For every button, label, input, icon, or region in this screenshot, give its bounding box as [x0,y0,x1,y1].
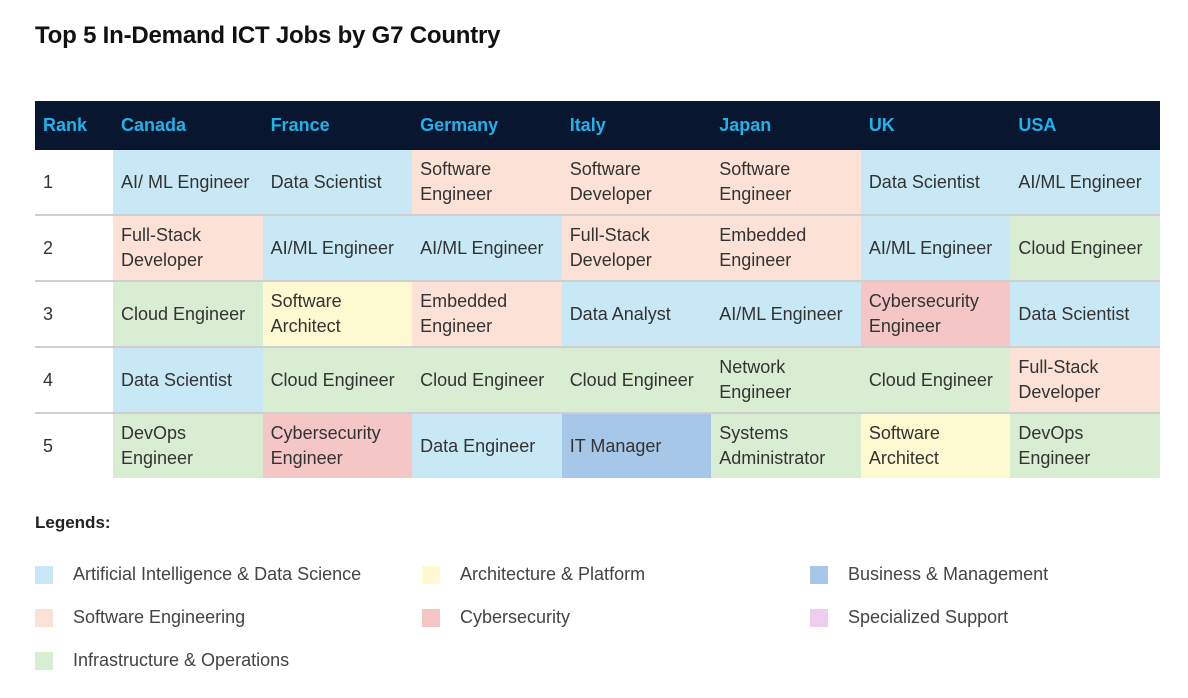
job-cell: Cloud Engineer [412,347,562,414]
legend-title: Legends: [35,513,111,532]
job-cell: IT Manager [561,413,712,478]
legend-swatch-icon [422,565,440,584]
header-rank: Rank [35,101,113,150]
rank-cell: 3 [35,281,113,348]
legend-swatch-icon [810,608,828,627]
header-country: France [262,101,413,150]
header-country: USA [1010,101,1160,150]
header-country: Japan [711,101,861,150]
legend-swatch-icon [35,608,53,627]
table-header-row: Rank Canada France Germany Italy Japan UK USA [35,101,1160,150]
header-country: Italy [561,101,712,150]
table-row: 4 Data Scientist Cloud Engineer Cloud Engin… [35,347,1160,414]
legend-label: Software Engineering [73,607,246,627]
job-cell: Systems Administrator [711,413,861,478]
job-cell: Software Engineer [412,150,562,216]
job-cell: AI/ML Engineer [711,281,861,348]
job-cell: AI/ ML Engineer [113,150,263,216]
header-country: Canada [113,101,263,150]
table-row: 5 DevOps Engineer Cybersecurity Engineer Da… [35,413,1160,478]
job-cell: Cybersecurity Engineer [262,413,413,478]
job-cell: Software Developer [561,150,712,216]
legend-item: Cybersecurity [422,607,570,628]
job-cell: Embedded Engineer [412,281,562,348]
job-cell: Full-Stack Developer [113,215,263,282]
job-cell: Full-Stack Developer [1010,347,1160,414]
job-cell: Software Architect [860,413,1011,478]
legend-swatch-icon [35,651,53,670]
job-cell: Cloud Engineer [860,347,1011,414]
legend-item: Business & Management [810,564,1048,585]
rank-cell: 4 [35,347,113,414]
job-cell: Cloud Engineer [262,347,413,414]
job-cell: Data Engineer [412,413,562,478]
job-cell: Cloud Engineer [561,347,712,414]
legend-swatch-icon [35,565,53,584]
job-cell: Network Engineer [711,347,861,414]
table-row: 2 Full-Stack Developer AI/ML Engineer AI/ML… [35,215,1160,282]
job-cell: AI/ML Engineer [262,215,413,282]
job-cell: DevOps Engineer [1010,413,1160,478]
legend-item: Artificial Intelligence & Data Science [35,564,361,585]
table-row: 1 AI/ ML Engineer Data Scientist Software E… [35,150,1160,216]
jobs-table: Rank Canada France Germany Italy Japan UK USA 1… [35,101,1160,478]
legend-label: Specialized Support [848,607,1009,627]
header-country: UK [860,101,1011,150]
job-cell: Data Analyst [561,281,712,348]
legend-item: Specialized Support [810,607,1008,628]
legend-item: Software Engineering [35,607,245,628]
job-cell: Data Scientist [113,347,263,414]
rank-cell: 5 [35,413,113,478]
job-cell: AI/ML Engineer [860,215,1011,282]
job-cell: Data Scientist [860,150,1011,216]
job-cell: Cloud Engineer [113,281,263,348]
job-cell: Data Scientist [1010,281,1160,348]
legend-label: Business & Management [848,564,1049,584]
legend-label: Infrastructure & Operations [73,650,290,670]
rank-cell: 2 [35,215,113,282]
job-cell: Software Engineer [711,150,861,216]
table-row: 3 Cloud Engineer Software Architect Embedde… [35,281,1160,348]
job-cell: AI/ML Engineer [1010,150,1160,216]
legend-swatch-icon [810,565,828,584]
job-cell: DevOps Engineer [113,413,263,478]
job-cell: Software Architect [262,281,413,348]
legend-label: Artificial Intelligence & Data Science [73,564,362,584]
legend-label: Architecture & Platform [460,564,646,584]
legend-swatch-icon [422,608,440,627]
legend-item: Architecture & Platform [422,564,645,585]
job-cell: Cloud Engineer [1010,215,1160,282]
job-cell: AI/ML Engineer [412,215,562,282]
header-country: Germany [412,101,562,150]
legend-label: Cybersecurity [460,607,571,627]
rank-cell: 1 [35,150,113,216]
job-cell: Cybersecurity Engineer [860,281,1011,348]
page-title: Top 5 In-Demand ICT Jobs by G7 Country [35,22,501,49]
legend-item: Infrastructure & Operations [35,650,289,671]
job-cell: Full-Stack Developer [561,215,712,282]
job-cell: Embedded Engineer [711,215,861,282]
job-cell: Data Scientist [262,150,413,216]
